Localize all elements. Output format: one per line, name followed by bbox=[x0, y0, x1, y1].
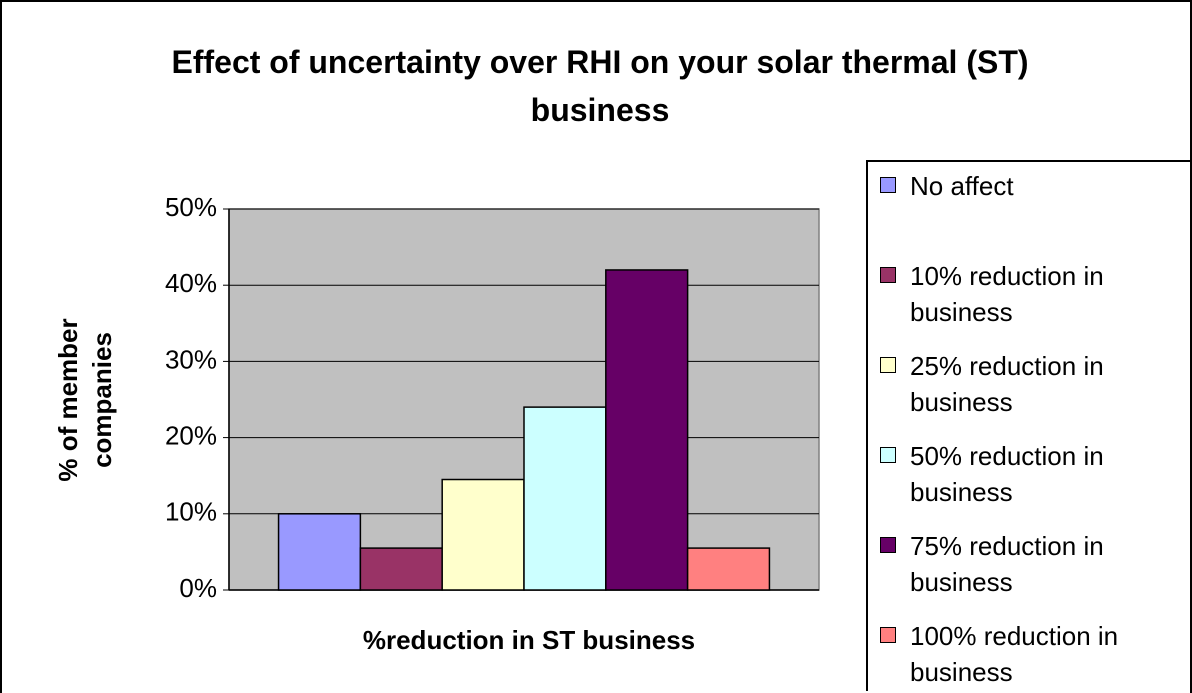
legend-swatch bbox=[880, 267, 896, 283]
legend-swatch bbox=[880, 537, 896, 553]
y-tick-label: 20% bbox=[165, 420, 217, 450]
legend-label: 75% reduction in business bbox=[910, 531, 1104, 597]
legend-label: 10% reduction in business bbox=[910, 261, 1104, 327]
legend-label: 100% reduction in business bbox=[910, 621, 1119, 687]
y-axis-label: % of member companies bbox=[53, 318, 117, 482]
y-tick-label: 0% bbox=[179, 573, 217, 603]
chart-title: Effect of uncertainty over RHI on your s… bbox=[171, 44, 1029, 128]
y-tick-label: 50% bbox=[165, 192, 217, 222]
legend-swatch bbox=[880, 627, 896, 643]
bar bbox=[441, 478, 525, 591]
bar bbox=[277, 513, 362, 591]
legend-label: 25% reduction in business bbox=[910, 351, 1104, 417]
y-tick-label: 40% bbox=[165, 268, 217, 298]
legend-label: No affect bbox=[910, 171, 1014, 201]
bar bbox=[523, 406, 607, 591]
y-tick-label: 30% bbox=[165, 344, 217, 374]
legend-swatch bbox=[880, 447, 896, 463]
legend: No affect 10% reduction in business 25% re… bbox=[866, 160, 1190, 691]
legend-label: 50% reduction in business bbox=[910, 441, 1104, 507]
bar bbox=[605, 269, 689, 591]
legend-swatch bbox=[880, 357, 896, 373]
y-tick-label: 10% bbox=[165, 497, 217, 527]
bar bbox=[359, 547, 443, 591]
x-axis-label: %reduction in ST business bbox=[362, 625, 696, 655]
bar bbox=[686, 547, 771, 591]
legend-swatch bbox=[880, 177, 896, 193]
